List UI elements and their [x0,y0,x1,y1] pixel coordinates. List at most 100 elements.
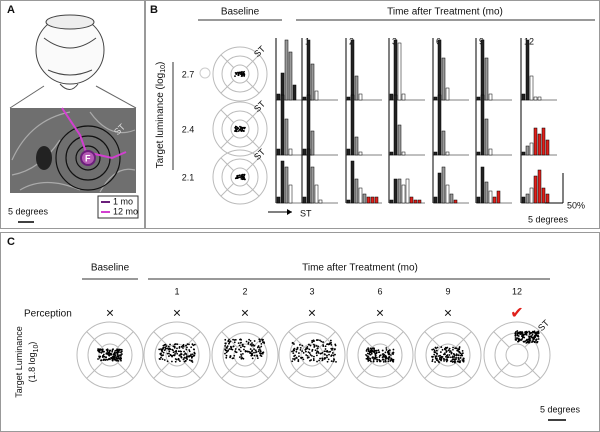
fixation-dot [224,344,227,347]
fixation-dot [524,340,527,343]
fixation-dot [100,351,103,354]
target-line [356,362,373,379]
histogram-bar [484,118,489,156]
fixation-dot [241,129,243,131]
fixation-dot [376,358,379,361]
histogram-bar [488,148,493,156]
fixation-dot [514,335,517,337]
fixation-dot [295,348,298,351]
histogram-bar [525,145,530,156]
histogram-bar [374,196,379,204]
target-line [252,362,269,379]
fixation-dot [226,345,229,348]
fixation-dot [453,356,456,358]
fixation-dot [434,361,436,363]
fixation-dot [376,360,379,363]
histogram-bar [529,75,534,101]
fixation-dot [160,356,162,359]
perception-label: Perception [24,309,72,320]
histogram-bar [288,51,293,101]
fixation-dot [452,346,454,349]
histogram-bar [306,148,311,204]
fixation-dot [237,73,240,76]
legend-label: 12 mo [113,206,138,216]
fixation-dot [171,360,173,363]
fixation-dot [167,345,170,348]
histogram-bar [545,139,550,156]
histogram-bar [284,166,289,204]
fixation-dot [448,354,451,356]
fixation-dot [382,358,384,361]
fixation-dot [111,350,114,353]
fixation-dot [185,344,187,347]
header: Baseline [221,7,260,18]
fixation-dot [369,353,372,356]
fixation-dot [239,350,242,353]
fixation-dot [375,349,378,352]
histogram-bar [521,196,526,204]
fixation-dot [515,331,517,333]
fixation-dot [180,353,183,356]
target-ring [221,158,259,196]
histogram-bar [541,127,546,156]
fixation-dot [235,351,238,354]
fixation-dot [372,357,374,359]
fixation-dot [191,359,193,362]
y-axis-label-part: Target luminance (log [155,73,166,169]
fixation-dot [391,352,394,354]
fixation-dot [177,350,180,353]
fixation-dot [368,353,371,355]
fixation-dot [447,356,450,359]
fixation-dot [334,343,337,346]
fixation-dot [100,359,102,362]
target-line [153,362,170,379]
histogram-bar [280,160,285,204]
fixation-dot [330,354,333,356]
histogram-bar [366,196,371,204]
target-ring [87,332,133,378]
histogram-bar [537,96,542,101]
fixation-dot [515,339,518,341]
fixation-dot [365,357,368,360]
fixation-dot [291,350,293,353]
fixation-dot [436,346,439,349]
fixation-dot [384,358,387,360]
st-label: ST [252,147,268,163]
luminance-label: 2.1 [182,172,195,182]
histogram-bar [302,196,307,204]
fixation-dot [329,350,332,353]
fixation-dot [329,339,332,342]
panel-label: A [7,4,15,16]
fixation-dot [460,353,463,356]
fixation-dot [324,345,327,348]
fixation-dot [304,350,307,353]
fixation-dot [314,349,317,352]
fixation-dot [256,357,259,360]
histogram-bar [409,196,414,204]
y-axis-label: (1.8 log10) [27,342,40,383]
fixation-dot [114,351,116,354]
fixation-dot [527,338,530,341]
fixation-dot [117,348,120,351]
fixation-dot [326,354,328,357]
fixation-dot [317,345,320,348]
y-axis-label: Target Luminance [14,326,24,398]
scale-label: 5 degrees [8,206,49,216]
histogram-bar [529,142,534,156]
fixation-dot [98,356,101,359]
fixation-dot [388,349,391,352]
target-line [184,362,201,379]
fixation-dot [531,341,533,343]
fixation-dot [533,340,536,343]
histogram-bar [445,184,450,204]
fixation-dot [533,331,536,334]
st-label: ST [252,44,268,60]
fixation-dot [516,334,519,337]
fixation-dot [537,338,540,340]
fixation-dot [292,349,295,352]
fixation-dot [331,347,334,350]
fixation-dot [381,349,384,352]
fixation-dot [462,360,465,363]
fixation-dot [183,356,186,359]
fixation-dot [240,357,243,360]
